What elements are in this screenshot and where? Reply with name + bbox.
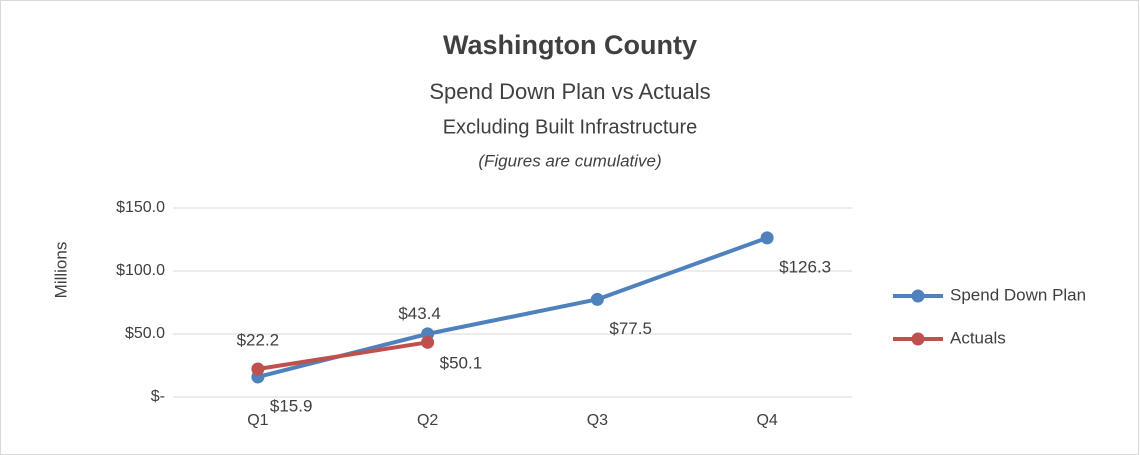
chart-subtitle: Spend Down Plan vs Actuals: [429, 79, 710, 104]
y-tick-label: $150.0: [116, 199, 165, 216]
data-label: $43.4: [398, 304, 441, 323]
legend-label: Actuals: [950, 328, 1006, 347]
series-line: [257, 340, 428, 372]
data-label: $50.1: [440, 353, 483, 372]
data-point: [251, 362, 265, 376]
x-tick-label: Q3: [587, 412, 608, 429]
x-tick-label: Q4: [756, 412, 777, 429]
y-axis-label: Millions: [51, 242, 70, 299]
data-point: [760, 231, 774, 245]
data-point: [590, 292, 604, 306]
chart-subtitle: Excluding Built Infrastructure: [443, 116, 698, 138]
data-point: [421, 335, 435, 349]
x-tick-label: Q2: [417, 412, 438, 429]
data-label: $126.3: [779, 257, 831, 276]
y-tick-label: $100.0: [116, 262, 165, 279]
chart-title: Washington County: [443, 30, 697, 60]
legend-marker: [911, 332, 925, 346]
y-tick-label: $-: [151, 388, 165, 405]
data-label: $77.5: [609, 319, 652, 338]
y-tick-label: $50.0: [125, 325, 165, 342]
x-tick-label: Q1: [247, 412, 268, 429]
data-label: $15.9: [270, 396, 313, 415]
data-label: $22.2: [237, 331, 280, 350]
chart-note: (Figures are cumulative): [478, 151, 661, 170]
legend-label: Spend Down Plan: [950, 285, 1086, 304]
legend-marker: [911, 289, 925, 303]
